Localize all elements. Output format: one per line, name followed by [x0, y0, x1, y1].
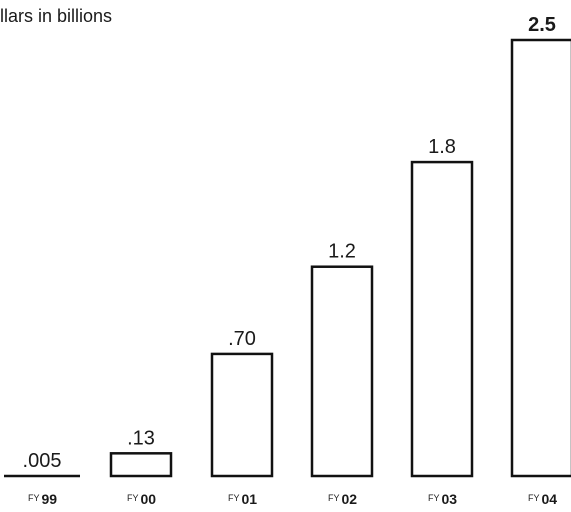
value-labels-layer: .005 .13 .70 1.2 1.8 2.5 — [23, 14, 556, 472]
value-label-04: 2.5 — [528, 14, 556, 36]
value-label-02: 1.2 — [328, 241, 356, 263]
value-label-00: .13 — [127, 427, 155, 449]
x-tick-label-02: FY 02 — [328, 491, 357, 507]
fy-number: 02 — [342, 491, 358, 507]
fy-prefix: FY — [528, 493, 540, 503]
value-label-03: 1.8 — [428, 136, 456, 158]
fy-prefix: FY — [328, 493, 340, 503]
fy-number: 00 — [141, 491, 157, 507]
x-tick-label-03: FY 03 — [428, 491, 457, 507]
bar-fy01 — [210, 352, 274, 478]
fy-prefix: FY — [28, 493, 40, 503]
bar-fy03 — [410, 160, 474, 478]
x-tick-label-04: FY 04 — [528, 491, 557, 507]
fy-number: 03 — [442, 491, 458, 507]
fy-number: 04 — [542, 491, 558, 507]
chart-subtitle: llars in billions — [0, 6, 112, 26]
fy-prefix: FY — [428, 493, 440, 503]
bar-fy02 — [310, 265, 374, 478]
bar-fy04 — [510, 38, 571, 478]
x-tick-labels-layer: FY 99 FY 00 FY 01 FY 02 FY 03 FY 04 — [28, 491, 557, 507]
value-label-99: .005 — [23, 450, 62, 472]
fy-prefix: FY — [127, 493, 139, 503]
bar-fy00 — [109, 452, 173, 478]
x-tick-label-00: FY 00 — [127, 491, 156, 507]
value-label-01: .70 — [228, 328, 256, 350]
bars-layer — [4, 38, 571, 478]
x-tick-label-01: FY 01 — [228, 491, 257, 507]
fy-number: 99 — [42, 491, 58, 507]
fy-prefix: FY — [228, 493, 240, 503]
fy-number: 01 — [242, 491, 258, 507]
x-tick-label-99: FY 99 — [28, 491, 57, 507]
